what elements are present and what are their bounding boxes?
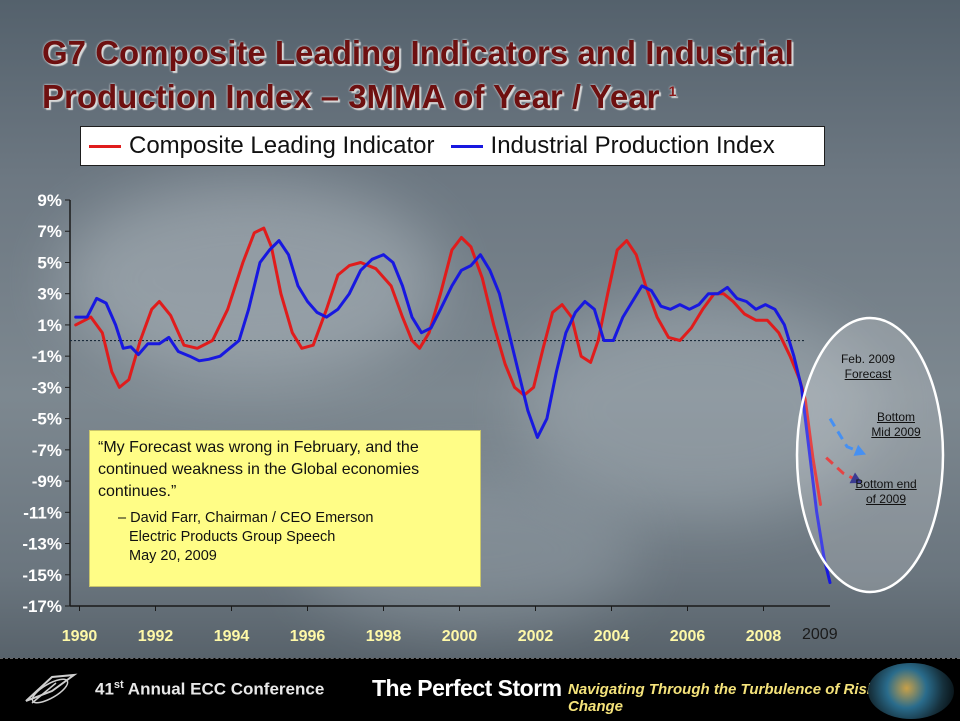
legend-label: Industrial Production Index — [490, 132, 775, 159]
x-tick-label: 1996 — [290, 628, 326, 645]
y-tick-label: -9% — [32, 472, 62, 491]
sky-cloud — [520, 300, 880, 520]
y-axis: 9% 7% 5% 3% 1% -1% -3% -5% -7% -9% -11% -13% -15% -17… — [22, 191, 71, 616]
quote-callout: “My Forecast was wrong in February, and … — [89, 430, 481, 587]
y-tick-label: -7% — [32, 441, 62, 460]
forecast-annotation: Feb. 2009 Forecast — [826, 352, 910, 382]
legend-swatch-red — [89, 144, 121, 148]
quote-attribution-line1: – David Farr, Chairman / CEO Emerson — [118, 510, 374, 526]
quote-attribution-line3: May 20, 2009 — [129, 548, 217, 564]
legend-label: Composite Leading Indicator — [129, 132, 435, 159]
quote-attribution-line2: Electric Products Group Speech — [129, 529, 336, 545]
x-tick-label-2009: 2009 — [802, 626, 838, 643]
legend-swatch-blue — [450, 144, 483, 148]
forecast-arrowhead — [849, 472, 863, 484]
y-tick-label: -1% — [32, 347, 62, 366]
footer-tagline: The Perfect Storm — [372, 675, 562, 701]
footer-conference-ordinal: 41 — [95, 679, 114, 699]
bottom-mid-annotation: Bottom Mid 2009 — [858, 410, 934, 440]
x-tick-label: 2008 — [746, 628, 782, 645]
forecast-annotation-line1: Feb. 2009 — [840, 352, 896, 366]
forecast-annotation-line2: Forecast — [844, 367, 892, 381]
ecc-logo-icon — [25, 673, 78, 704]
forecast-projections — [825, 417, 866, 484]
y-tick-label: 5% — [37, 253, 62, 272]
x-tick-label: 2006 — [670, 628, 706, 645]
bottom-end-annotation: Bottom end of 2009 — [838, 477, 934, 507]
y-tick-label: -5% — [32, 410, 62, 429]
forecast-projection-line — [828, 417, 863, 455]
quote-attribution: – David Farr, Chairman / CEO Emerson Ele… — [118, 509, 472, 566]
bottom-end-line2: of 2009 — [865, 492, 907, 506]
forecast-highlight-ellipse — [795, 316, 945, 594]
x-tick-label: 1990 — [62, 628, 98, 645]
bottom-mid-line1: Bottom — [876, 410, 915, 424]
footer-bar: 41st Annual ECC Conference The Perfect S… — [0, 658, 960, 721]
y-tick-label: 7% — [37, 222, 62, 241]
x-tick-label: 1998 — [366, 628, 402, 645]
bottom-end-line1: Bottom end — [855, 477, 917, 491]
y-tick-label: 3% — [37, 285, 62, 304]
y-tick-label: -11% — [23, 503, 62, 522]
forecast-arrowhead — [853, 444, 866, 456]
y-tick-label: -13% — [22, 535, 62, 554]
chart-legend: Composite Leading Indicator Industrial P… — [80, 126, 825, 166]
legend-entry-composite-leading-indicator: Composite Leading Indicator — [89, 132, 435, 160]
x-tick-label: 1992 — [138, 628, 174, 645]
x-tick-label: 2002 — [518, 628, 554, 645]
y-tick-label: -3% — [32, 378, 62, 397]
legend-entry-industrial-production-index: Industrial Production Index — [450, 132, 775, 160]
x-tick-label: 2004 — [594, 628, 630, 645]
y-tick-label: -17% — [22, 597, 62, 616]
x-tick-label: 2000 — [442, 628, 478, 645]
y-tick-label: 1% — [37, 316, 62, 335]
series-lines — [74, 226, 832, 585]
title-footnote-marker: 1 — [668, 83, 677, 99]
footer-conference-name: 41st Annual ECC Conference — [95, 679, 324, 700]
slide-title: G7 Composite Leading Indicators and Indu… — [42, 34, 794, 115]
series-line-composite-leading-indicator — [74, 226, 822, 506]
footer-emblem-icon — [868, 663, 954, 719]
y-tick-label: 9% — [37, 191, 62, 210]
x-tick-label: 1994 — [214, 628, 250, 645]
series-line-industrial-production-index — [74, 239, 832, 585]
footer-subtitle: Navigating Through the Turbulence of Ris… — [568, 681, 907, 715]
quote-text: “My Forecast was wrong in February, and … — [98, 439, 420, 500]
bottom-mid-line2: Mid 2009 — [871, 425, 921, 439]
x-axis: 1990 1992 1994 1996 1998 2000 2002 2004 2006 2008 — [62, 605, 830, 645]
y-tick-label: -15% — [22, 566, 62, 585]
footer-conference-text: Annual ECC Conference — [127, 679, 325, 699]
footer-conference-suffix: st — [113, 679, 124, 691]
